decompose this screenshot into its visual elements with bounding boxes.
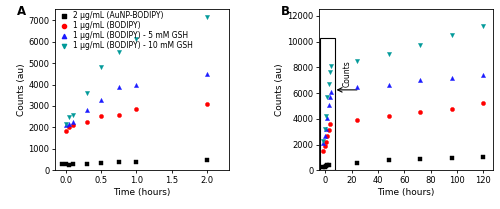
Point — [448, 107, 456, 110]
Point — [353, 85, 361, 88]
Point — [97, 98, 105, 101]
Point — [204, 102, 212, 106]
Point — [62, 122, 70, 126]
Point — [322, 127, 330, 131]
Point — [480, 156, 488, 159]
Point — [97, 161, 105, 164]
Point — [321, 127, 329, 131]
Point — [416, 157, 424, 161]
Point — [321, 144, 329, 148]
Point — [65, 115, 73, 118]
Point — [83, 162, 91, 166]
Point — [353, 59, 361, 62]
Point — [62, 162, 70, 166]
Point — [68, 163, 76, 166]
Point — [322, 115, 330, 118]
Point — [416, 79, 424, 82]
Point — [204, 15, 212, 19]
Point — [384, 84, 392, 87]
Point — [353, 119, 361, 122]
Text: A: A — [17, 5, 26, 18]
Point — [353, 161, 361, 164]
Point — [326, 71, 334, 74]
Point — [132, 38, 140, 41]
Point — [132, 160, 140, 163]
Point — [384, 159, 392, 162]
Point — [65, 163, 73, 166]
Point — [62, 124, 70, 127]
Point — [322, 165, 330, 168]
Point — [322, 140, 330, 144]
Point — [325, 129, 333, 132]
Point — [480, 73, 488, 77]
X-axis label: Time (hours): Time (hours) — [377, 188, 434, 197]
Y-axis label: Counts (au): Counts (au) — [16, 64, 26, 116]
Text: B: B — [280, 5, 289, 18]
Point — [416, 44, 424, 47]
Point — [480, 24, 488, 28]
Point — [65, 122, 73, 126]
Point — [83, 120, 91, 124]
Point — [384, 53, 392, 56]
Point — [115, 160, 123, 163]
Point — [448, 33, 456, 37]
Point — [97, 66, 105, 69]
X-axis label: Time (hours): Time (hours) — [113, 188, 170, 197]
Point — [384, 115, 392, 118]
Point — [326, 163, 334, 167]
Point — [448, 76, 456, 79]
Point — [68, 120, 76, 124]
Point — [58, 163, 66, 166]
Point — [416, 111, 424, 114]
Point — [320, 139, 328, 142]
Text: Counts: Counts — [343, 60, 352, 87]
Point — [115, 85, 123, 88]
Point — [115, 51, 123, 54]
Point — [68, 113, 76, 116]
Point — [204, 158, 212, 162]
Point — [325, 82, 333, 86]
Point — [68, 124, 76, 127]
Point — [480, 102, 488, 105]
Point — [65, 126, 73, 129]
Point — [324, 116, 332, 119]
Point — [320, 149, 328, 153]
Point — [325, 103, 333, 106]
Point — [115, 113, 123, 116]
Point — [324, 164, 332, 167]
Point — [328, 90, 336, 93]
Point — [321, 134, 329, 137]
Legend: 2 μg/mL (AuNP-BODIPY), 1 μg/mL (BODIPY), 1 μg/mL (BODIPY) - 5 mM GSH, 1 μg/mL (B: 2 μg/mL (AuNP-BODIPY), 1 μg/mL (BODIPY),… — [56, 10, 194, 51]
Point — [328, 64, 336, 68]
Point — [132, 83, 140, 86]
Point — [326, 122, 334, 126]
Y-axis label: Counts (au): Counts (au) — [276, 64, 284, 116]
Point — [326, 95, 334, 99]
Point — [324, 134, 332, 137]
Point — [321, 165, 329, 168]
Point — [320, 142, 328, 145]
Point — [320, 166, 328, 169]
Point — [204, 72, 212, 75]
Point — [448, 156, 456, 159]
Point — [132, 107, 140, 111]
Point — [62, 129, 70, 132]
Point — [83, 91, 91, 95]
Bar — [320, 38, 336, 170]
Point — [97, 114, 105, 117]
Point — [83, 109, 91, 112]
Point — [324, 95, 332, 99]
